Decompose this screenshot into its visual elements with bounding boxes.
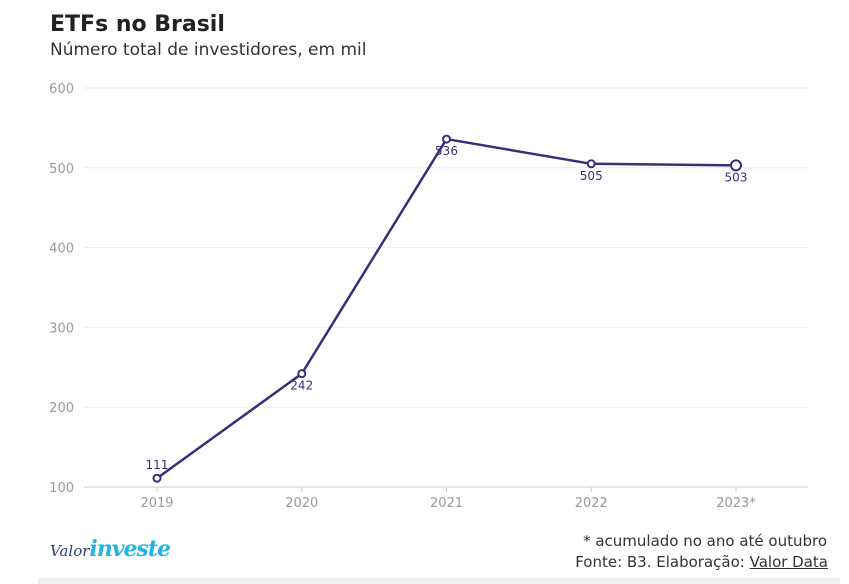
chart-subtitle: Número total de investidores, em mil <box>50 40 367 60</box>
footnote: * acumulado no ano até outubro <box>583 532 827 550</box>
valor-investe-logo: Valor investe <box>50 536 171 562</box>
x-tick-label: 2023* <box>716 496 756 511</box>
data-point[interactable] <box>730 159 742 172</box>
x-tick-label: 2021 <box>430 496 463 511</box>
y-axis-ticks: 100 200 300 400 500 600 <box>49 82 74 496</box>
x-tick-label: 2020 <box>285 496 318 511</box>
data-point[interactable] <box>297 369 307 379</box>
x-tick-label: 2019 <box>140 496 173 511</box>
x-axis-ticks: 2019 2020 2021 2022 2023* <box>140 487 756 511</box>
source-note: Fonte: B3. Elaboração: Valor Data <box>575 553 828 571</box>
series-group <box>152 134 742 483</box>
y-tick-label: 600 <box>49 82 74 97</box>
data-point[interactable] <box>152 473 162 483</box>
bottom-bar <box>38 578 840 584</box>
data-label: 242 <box>290 379 313 393</box>
y-tick-label: 100 <box>49 481 74 496</box>
logo-part-investe: investe <box>89 536 171 562</box>
data-label: 505 <box>580 169 603 183</box>
y-tick-label: 300 <box>49 321 74 336</box>
data-label: 503 <box>725 170 748 184</box>
data-point[interactable] <box>586 159 596 169</box>
y-tick-label: 500 <box>49 162 74 177</box>
x-tick-label: 2022 <box>575 496 608 511</box>
y-tick-label: 200 <box>49 401 74 416</box>
data-label: 111 <box>146 458 169 472</box>
series-line <box>156 137 737 480</box>
y-tick-label: 400 <box>49 242 74 257</box>
chart-title: ETFs no Brasil <box>50 12 225 37</box>
source-link[interactable]: Valor Data <box>749 553 828 571</box>
data-labels: 111 242 536 505 503 <box>146 144 748 472</box>
data-point[interactable] <box>442 134 451 144</box>
logo-part-valor: Valor <box>50 542 90 560</box>
source-prefix: Fonte: B3. Elaboração: <box>575 553 750 571</box>
data-label: 536 <box>435 144 458 158</box>
